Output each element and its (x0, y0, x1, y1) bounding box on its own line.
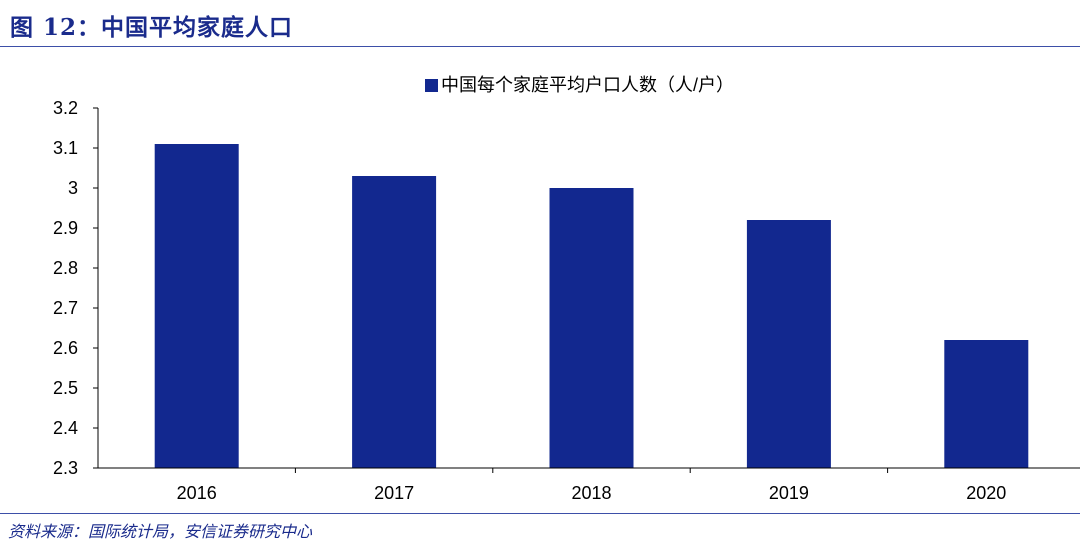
title-divider (0, 46, 1080, 47)
y-tick-label: 3 (68, 178, 78, 198)
y-tick-label: 2.3 (53, 458, 78, 478)
y-tick-label: 2.7 (53, 298, 78, 318)
bar-2016 (154, 144, 239, 468)
bar-2020 (944, 340, 1029, 468)
bars (154, 144, 1029, 468)
x-tick-label: 2018 (571, 483, 611, 503)
x-tick-label: 2016 (177, 483, 217, 503)
y-tick-label: 2.5 (53, 378, 78, 398)
y-tick-label: 3.1 (53, 138, 78, 158)
bar-2017 (352, 176, 437, 468)
bar-chart: 中国每个家庭平均户口人数（人/户） 3.2 3.1 3 2.9 2.8 2.7 2.6 2.5… (53, 75, 1080, 503)
source-note: 资料来源：国际统计局，安信证券研究中心 (8, 522, 313, 541)
bar-2019 (746, 220, 831, 468)
x-tick-label: 2019 (769, 483, 809, 503)
x-tick-label: 2020 (966, 483, 1006, 503)
figure-title: 图 12：中国平均家庭人口 (10, 14, 294, 41)
source-divider (0, 513, 1080, 514)
legend-swatch (425, 79, 438, 92)
y-tick-label: 2.4 (53, 418, 78, 438)
y-tick-label: 2.6 (53, 338, 78, 358)
x-tick-label: 2017 (374, 483, 414, 503)
bar-2018 (549, 188, 634, 468)
y-tick-label: 2.9 (53, 218, 78, 238)
y-axis-ticks: 3.2 3.1 3 2.9 2.8 2.7 2.6 2.5 2.4 2.3 (53, 98, 98, 478)
y-tick-label: 3.2 (53, 98, 78, 118)
legend-label: 中国每个家庭平均户口人数（人/户） (441, 75, 734, 95)
y-tick-label: 2.8 (53, 258, 78, 278)
chart-legend: 中国每个家庭平均户口人数（人/户） (425, 75, 734, 95)
x-axis-labels: 2016 2017 2018 2019 2020 (177, 468, 1006, 503)
